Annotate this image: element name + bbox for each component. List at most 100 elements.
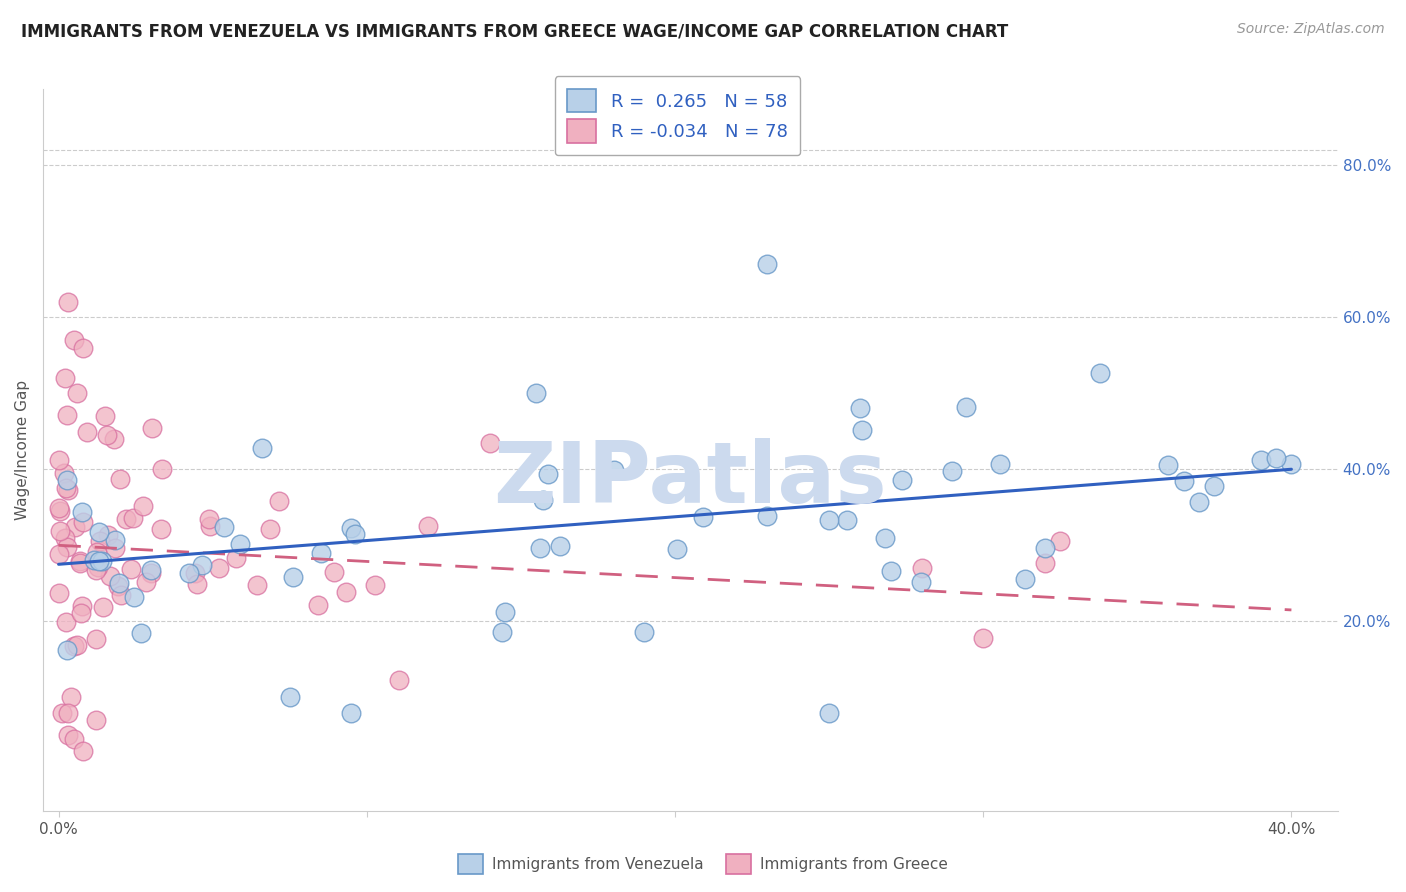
Point [56,643,79,657]
Point [910,575,932,590]
Point [1173,474,1195,488]
Point [63,333,86,347]
Point [479,436,502,450]
Point [364,578,387,592]
Point [246,578,269,592]
Point [56,295,79,310]
Point [98,568,121,582]
Point [94,409,117,423]
Point [115,512,138,526]
Point [63,639,86,653]
Point [104,533,127,547]
Point [53,466,76,480]
Point [66,638,89,652]
Point [252,442,274,456]
Point [308,598,330,612]
Y-axis label: Wage/Income Gap: Wage/Income Gap [15,380,30,520]
Point [225,551,247,566]
Point [323,566,346,580]
Point [84,632,107,647]
Point [72,516,94,530]
Point [340,521,363,535]
Point [880,564,903,578]
Point [63,732,86,747]
Point [633,625,655,640]
Point [1279,457,1302,471]
Point [107,579,129,593]
Point [56,541,79,555]
Point [87,554,110,568]
Point [311,545,333,559]
Point [69,557,91,571]
Legend: Immigrants from Venezuela, Immigrants from Greece: Immigrants from Venezuela, Immigrants fr… [453,848,953,880]
Point [491,625,513,640]
Point [278,690,301,705]
Point [955,400,977,414]
Point [53,371,76,385]
Point [84,713,107,727]
Point [550,539,572,553]
Point [177,566,200,581]
Point [1157,458,1180,473]
Point [388,673,411,688]
Point [48,586,70,600]
Point [837,513,859,527]
Point [198,518,221,533]
Point [891,473,914,487]
Point [56,706,79,720]
Point [53,531,76,545]
Point [524,386,547,401]
Point [692,509,714,524]
Point [208,561,231,575]
Point [48,453,70,467]
Point [76,425,98,439]
Point [108,472,131,486]
Point [756,257,779,271]
Text: IMMIGRANTS FROM VENEZUELA VS IMMIGRANTS FROM GREECE WAGE/INCOME GAP CORRELATION : IMMIGRANTS FROM VENEZUELA VS IMMIGRANTS … [21,22,1008,40]
Point [97,527,120,541]
Point [150,522,173,536]
Point [48,501,70,516]
Point [1014,572,1036,586]
Point [84,563,107,577]
Point [86,545,108,559]
Point [1088,366,1111,380]
Point [55,615,77,630]
Point [87,559,110,574]
Point [69,554,91,568]
Point [1204,479,1226,493]
Point [65,520,87,534]
Point [72,341,94,355]
Point [139,566,162,581]
Point [89,534,111,549]
Text: ZIPatlas: ZIPatlas [494,438,887,521]
Point [56,473,79,487]
Point [259,522,281,536]
Point [122,591,145,605]
Point [87,524,110,539]
Point [344,526,367,541]
Point [139,563,162,577]
Point [988,457,1011,471]
Point [818,513,841,527]
Point [120,562,142,576]
Point [418,518,440,533]
Point [72,743,94,757]
Point [122,511,145,525]
Point [104,541,127,556]
Point [851,423,873,437]
Point [756,509,779,524]
Legend: R =  0.265   N = 58, R = -0.034   N = 78: R = 0.265 N = 58, R = -0.034 N = 78 [555,77,800,155]
Point [103,432,125,446]
Point [191,558,214,573]
Point [59,690,82,705]
Point [70,599,93,614]
Point [1033,556,1056,570]
Point [537,467,560,481]
Point [70,505,93,519]
Point [70,606,93,620]
Point [66,386,89,401]
Point [198,512,221,526]
Point [56,728,79,742]
Point [494,605,516,619]
